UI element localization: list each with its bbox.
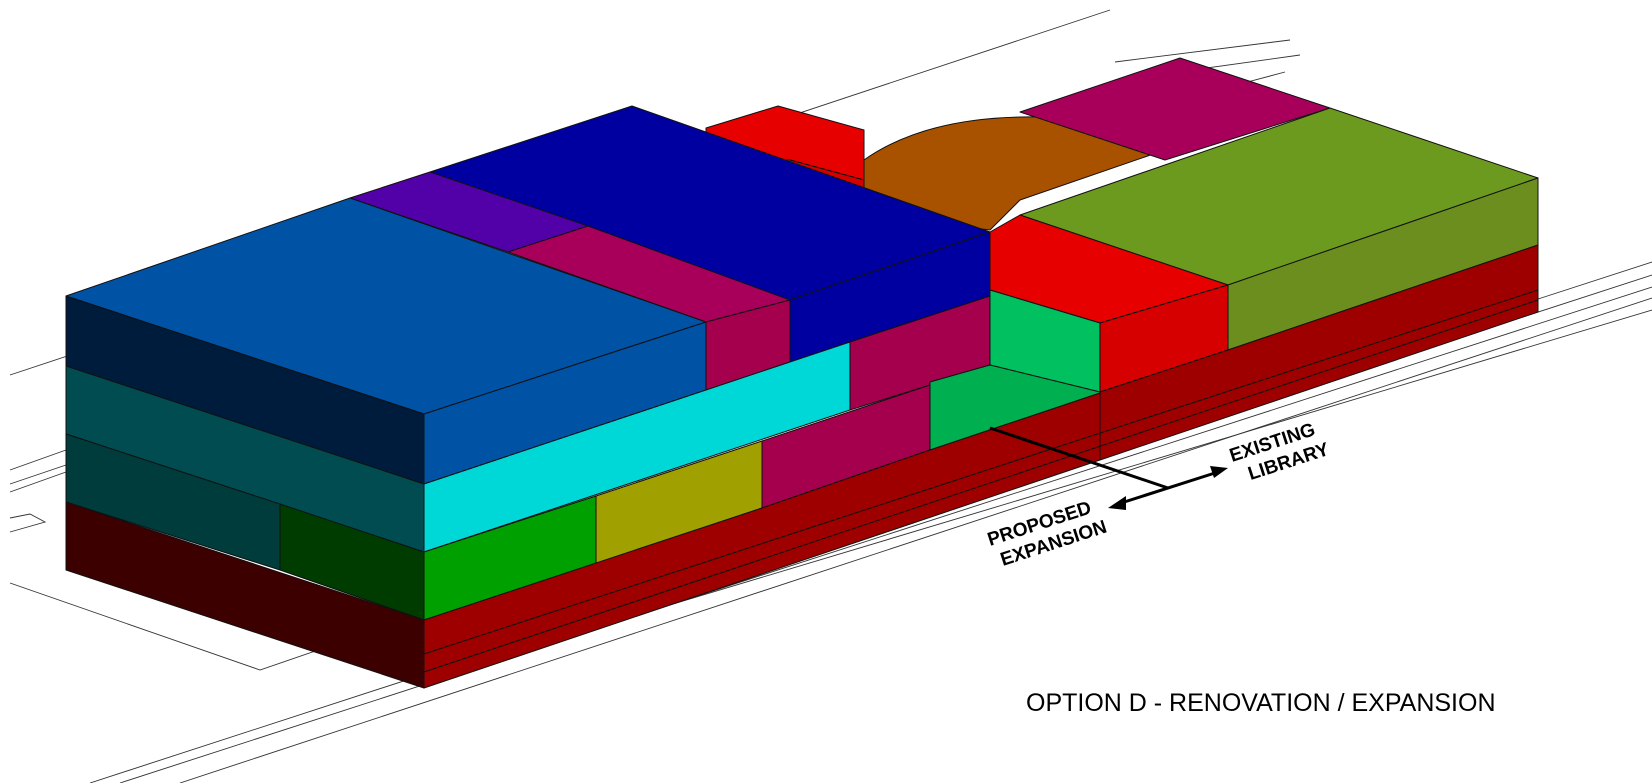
base-seam-line: [423, 289, 1539, 655]
existing-library-label: EXISTING LIBRARY: [1227, 419, 1332, 485]
red-base-face: [423, 392, 1101, 689]
site-line: [9, 513, 47, 533]
expansion-tops: [65, 105, 991, 415]
site-line: [119, 286, 1652, 783]
back-volumes: [705, 57, 1539, 461]
arrow-shaft: [1117, 470, 1219, 506]
site-line: [9, 449, 67, 471]
arrow-head-right: [1210, 466, 1228, 478]
site-line: [1114, 39, 1291, 63]
diagram-title: OPTION D - RENOVATION / EXPANSION: [1026, 689, 1496, 717]
expansion-faces: [65, 231, 1539, 689]
site-line: [9, 464, 67, 485]
site-line: [9, 471, 67, 493]
annotation-arrow: [989, 426, 1228, 510]
arrow-head-left: [1108, 496, 1126, 510]
site-line: [179, 297, 1652, 783]
leader-line: [989, 426, 1169, 490]
proposed-expansion-label: PROPOSED EXPANSION: [985, 498, 1109, 571]
base-seam-line: [423, 299, 1539, 673]
rotunda-roof: [863, 116, 1166, 231]
site-line: [1534, 261, 1652, 301]
